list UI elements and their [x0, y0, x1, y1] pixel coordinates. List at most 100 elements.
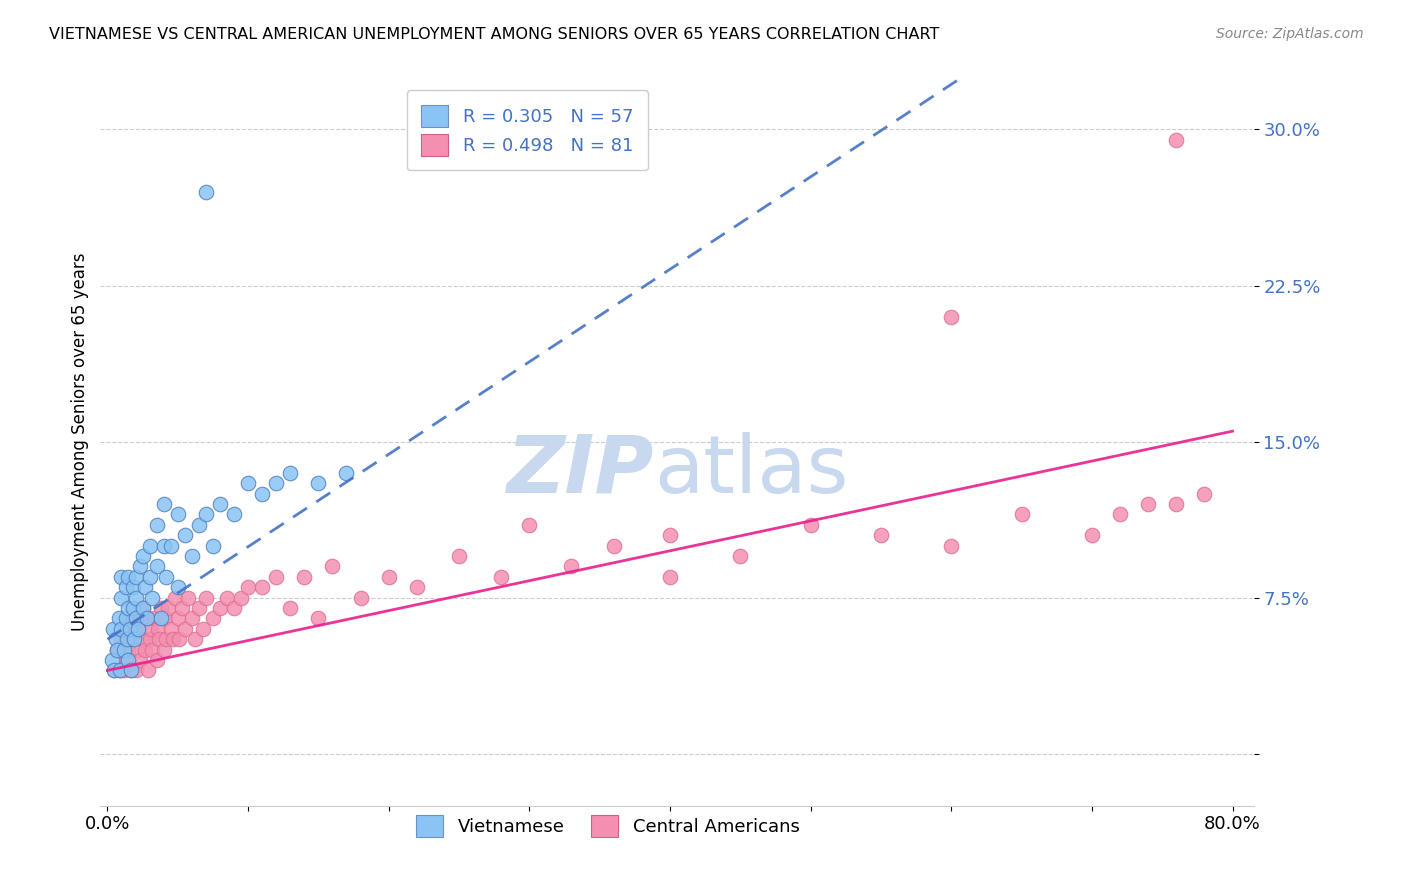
Point: [870, 528, 893, 542]
Point: [117, 570, 139, 584]
Point: [201, 611, 224, 625]
Point: [128, 653, 150, 667]
Point: [131, 601, 153, 615]
Point: [194, 591, 217, 605]
Point: [1109, 508, 1132, 522]
Point: [108, 664, 131, 678]
Point: [152, 497, 174, 511]
Point: [152, 642, 174, 657]
Point: [131, 549, 153, 563]
Point: [121, 601, 143, 615]
Point: [187, 517, 209, 532]
Point: [127, 622, 149, 636]
Point: [307, 611, 329, 625]
Point: [292, 570, 315, 584]
Point: [135, 611, 157, 625]
Point: [215, 591, 238, 605]
Point: [112, 642, 135, 657]
Point: [145, 653, 167, 667]
Point: [173, 622, 195, 636]
Point: [183, 632, 205, 647]
Point: [114, 580, 136, 594]
Point: [149, 611, 172, 625]
Point: [229, 591, 252, 605]
Point: [180, 549, 202, 563]
Point: [152, 539, 174, 553]
Point: [135, 611, 157, 625]
Point: [560, 559, 582, 574]
Point: [117, 601, 139, 615]
Point: [118, 622, 141, 636]
Point: [105, 642, 128, 657]
Point: [105, 642, 128, 657]
Point: [124, 591, 146, 605]
Point: [1166, 133, 1188, 147]
Point: [139, 622, 162, 636]
Point: [208, 601, 231, 615]
Point: [145, 559, 167, 574]
Point: [149, 601, 172, 615]
Point: [264, 476, 287, 491]
Point: [377, 570, 399, 584]
Point: [236, 476, 259, 491]
Point: [176, 591, 198, 605]
Point: [447, 549, 470, 563]
Y-axis label: Unemployment Among Seniors over 65 years: Unemployment Among Seniors over 65 years: [72, 252, 89, 631]
Point: [131, 601, 153, 615]
Point: [120, 664, 142, 678]
Point: [1081, 528, 1104, 542]
Point: [153, 611, 176, 625]
Point: [155, 632, 177, 647]
Point: [117, 653, 139, 667]
Point: [166, 580, 188, 594]
Point: [173, 528, 195, 542]
Point: [194, 508, 217, 522]
Point: [142, 611, 165, 625]
Point: [125, 642, 148, 657]
Point: [250, 486, 273, 500]
Point: [201, 539, 224, 553]
Point: [122, 632, 145, 647]
Point: [236, 580, 259, 594]
Point: [107, 611, 129, 625]
Point: [191, 622, 214, 636]
Point: [167, 632, 190, 647]
Point: [121, 632, 143, 647]
Point: [138, 570, 160, 584]
Point: [112, 664, 135, 678]
Point: [155, 570, 177, 584]
Point: [162, 632, 184, 647]
Point: [146, 622, 169, 636]
Point: [405, 580, 427, 594]
Point: [138, 539, 160, 553]
Point: [1137, 497, 1160, 511]
Point: [138, 632, 160, 647]
Point: [100, 653, 122, 667]
Point: [250, 580, 273, 594]
Point: [120, 664, 142, 678]
Point: [115, 653, 138, 667]
Point: [1194, 486, 1216, 500]
Point: [124, 611, 146, 625]
Point: [222, 601, 245, 615]
Point: [658, 570, 681, 584]
Point: [194, 185, 217, 199]
Point: [335, 466, 357, 480]
Point: [180, 611, 202, 625]
Point: [941, 310, 963, 324]
Point: [101, 622, 124, 636]
Point: [141, 591, 163, 605]
Point: [307, 476, 329, 491]
Point: [114, 622, 136, 636]
Point: [134, 642, 156, 657]
Point: [108, 664, 131, 678]
Point: [658, 528, 681, 542]
Point: [489, 570, 512, 584]
Point: [159, 622, 181, 636]
Text: atlas: atlas: [654, 432, 848, 509]
Point: [170, 601, 193, 615]
Point: [124, 611, 146, 625]
Point: [131, 632, 153, 647]
Point: [264, 570, 287, 584]
Legend: Vietnamese, Central Americans: Vietnamese, Central Americans: [409, 807, 807, 844]
